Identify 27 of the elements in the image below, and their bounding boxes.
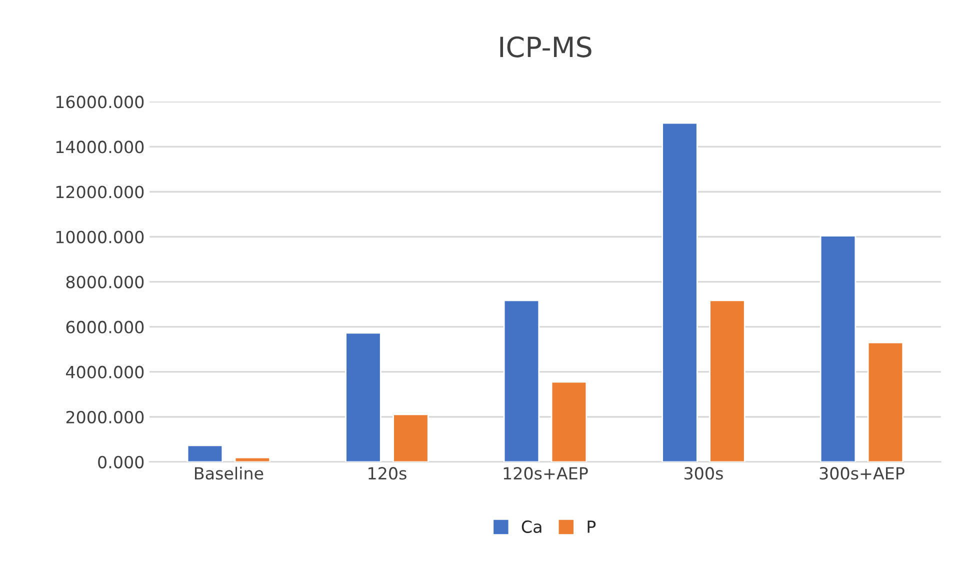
y-tick-label: 4000.000 xyxy=(66,366,144,378)
bar xyxy=(392,414,429,462)
x-tick-label: 120s xyxy=(368,467,406,480)
bar xyxy=(186,444,224,462)
bar xyxy=(345,332,382,462)
y-tick-label: 10000.000 xyxy=(56,230,144,244)
bar xyxy=(503,300,540,462)
x-tick-label: 300s+AEP xyxy=(820,467,904,480)
bar xyxy=(820,235,856,462)
bar xyxy=(662,122,698,462)
bar xyxy=(709,300,746,462)
x-tick-label: 300s xyxy=(684,467,723,480)
y-tick-label: 14000.000 xyxy=(56,140,144,154)
y-tick-label: 0.000 xyxy=(98,456,144,468)
y-tick-label: 16000.000 xyxy=(56,96,144,108)
legend-label: P xyxy=(588,520,596,533)
legend-label: Ca xyxy=(522,520,542,534)
y-tick-label: 8000.000 xyxy=(66,276,144,288)
bar xyxy=(234,456,271,462)
bar xyxy=(867,342,904,462)
x-tick-label: Baseline xyxy=(195,466,264,480)
x-tick-label: 120s+AEP xyxy=(504,467,588,480)
bar xyxy=(550,381,588,462)
chart-title: ICP-MS xyxy=(500,36,592,58)
y-tick-label: 12000.000 xyxy=(56,186,144,198)
y-tick-label: 2000.000 xyxy=(66,410,144,424)
y-tick-label: 6000.000 xyxy=(66,320,144,334)
